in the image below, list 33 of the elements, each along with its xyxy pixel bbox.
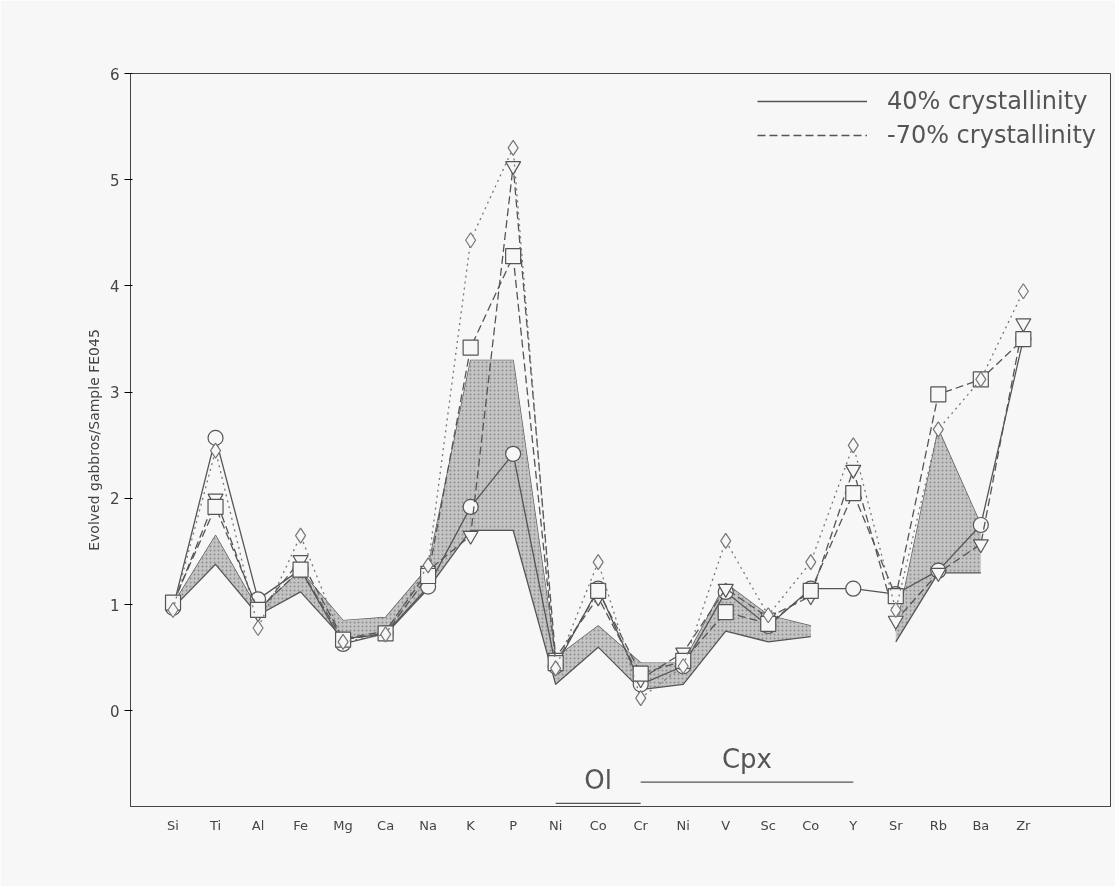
x-tick-label: Co <box>589 817 607 833</box>
x-tick-label: P <box>509 817 518 833</box>
y-tick-label: 3 <box>109 384 120 403</box>
x-tick-label: Fe <box>293 817 308 833</box>
x-tick-label: Na <box>419 817 437 833</box>
y-axis-title: Evolved gabbros/Sample FE045 <box>85 329 102 551</box>
x-tick-label: Cr <box>633 817 649 833</box>
x-tick-label: K <box>466 817 476 833</box>
y-tick-label: 0 <box>109 702 120 721</box>
x-tick-label: Sr <box>888 817 904 833</box>
y-tick-label: 6 <box>109 65 120 84</box>
x-tick-label: Ni <box>676 817 690 833</box>
y-tick-label: 2 <box>109 490 120 509</box>
annotation: Ol <box>584 765 613 796</box>
x-tick-label: Mg <box>333 817 353 833</box>
x-tick-label: Ca <box>377 817 395 833</box>
x-tick-label: Si <box>167 817 179 833</box>
y-tick-label: 4 <box>109 277 120 296</box>
y-tick-label: 5 <box>109 171 120 190</box>
x-tick-label: V <box>721 817 731 833</box>
x-tick-label: Zr <box>1016 817 1032 833</box>
x-tick-label: Ti <box>208 817 222 833</box>
x-tick-label: Sc <box>760 817 776 833</box>
y-tick-label: 1 <box>109 596 120 615</box>
annotation: Cpx <box>721 744 773 775</box>
legend-label: -70% crystallinity <box>886 121 1096 149</box>
legend-label: 40% crystallinity <box>886 87 1088 115</box>
x-tick-label: Rb <box>929 817 947 833</box>
x-tick-label: Ni <box>548 817 563 833</box>
x-tick-label: Al <box>251 817 265 833</box>
x-tick-label: Ba <box>972 817 990 833</box>
x-tick-label: Co <box>802 817 820 833</box>
x-tick-label: Y <box>848 817 858 833</box>
